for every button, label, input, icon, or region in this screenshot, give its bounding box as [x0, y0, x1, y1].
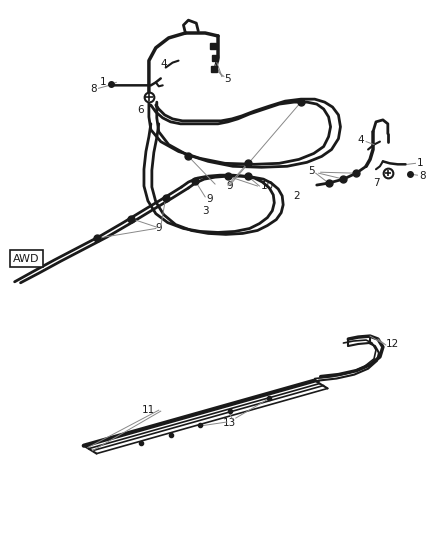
Text: AWD: AWD	[13, 254, 40, 264]
Text: 10: 10	[261, 181, 274, 191]
Text: 7: 7	[373, 178, 379, 188]
Text: 4: 4	[160, 59, 167, 69]
Text: 4: 4	[358, 135, 364, 144]
Text: 6: 6	[138, 105, 144, 115]
Text: 3: 3	[202, 206, 208, 216]
Text: 9: 9	[226, 181, 233, 191]
Text: 9: 9	[155, 223, 162, 233]
Text: 8: 8	[90, 84, 97, 94]
Text: 11: 11	[142, 405, 155, 415]
Text: 1: 1	[417, 158, 424, 168]
Text: 13: 13	[223, 418, 237, 428]
Text: 5: 5	[225, 75, 231, 84]
Text: 5: 5	[308, 166, 315, 176]
Text: 8: 8	[419, 171, 426, 181]
Text: 1: 1	[100, 77, 107, 87]
Text: 2: 2	[294, 191, 300, 201]
Text: 9: 9	[207, 194, 213, 204]
Text: 12: 12	[386, 339, 399, 349]
